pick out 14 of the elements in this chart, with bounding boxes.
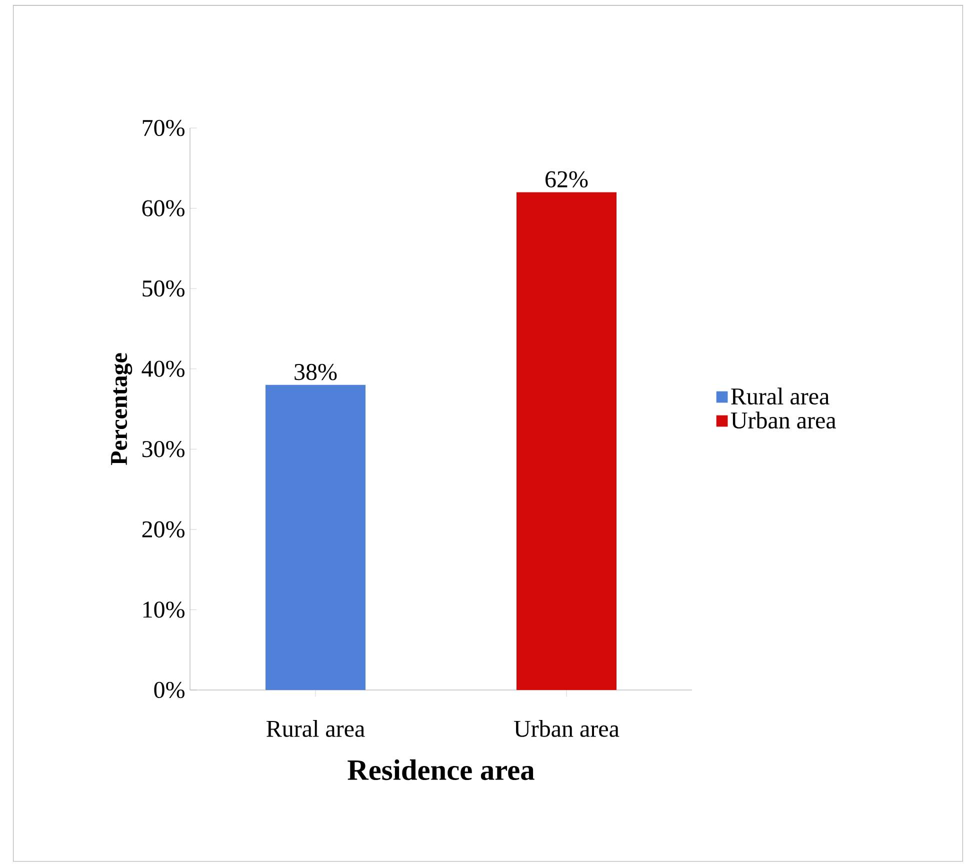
y-tick-label: 60%: [142, 200, 184, 216]
legend-label: Urban area: [730, 412, 836, 429]
y-tick-label: 40%: [142, 360, 184, 377]
y-tick-label: 0%: [154, 682, 184, 698]
legend-label: Rural area: [731, 388, 830, 405]
y-tick-label: 50%: [142, 280, 184, 297]
y-tick-label: 20%: [142, 521, 184, 538]
y-tick-label: 10%: [143, 602, 184, 618]
y-tick-label: 70%: [142, 120, 184, 136]
y-tick-label: 30%: [142, 441, 184, 458]
y-axis-title: Percentage: [111, 353, 132, 465]
data-label: 38%: [294, 364, 337, 380]
x-axis-title: Residence area: [348, 759, 534, 780]
data-label: 62%: [546, 171, 588, 188]
